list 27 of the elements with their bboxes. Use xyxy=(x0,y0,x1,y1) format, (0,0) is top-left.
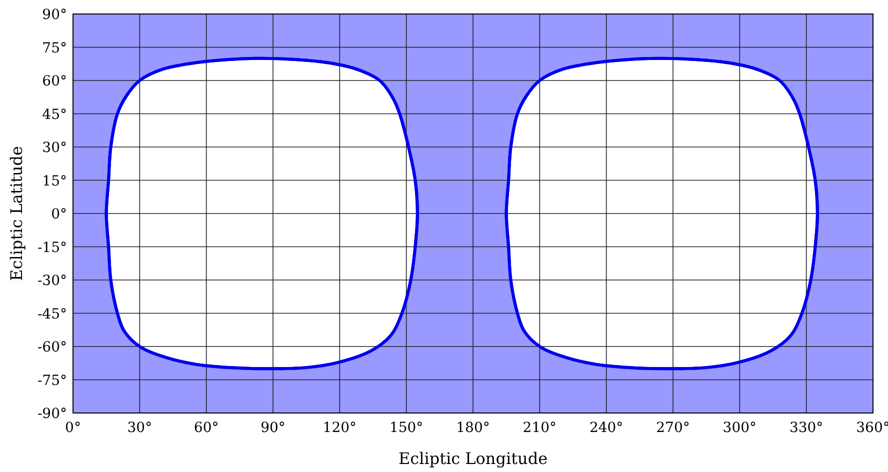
y-tick-label: 90° xyxy=(42,7,67,23)
x-tick-label: 0° xyxy=(65,420,81,436)
y-tick-label: 75° xyxy=(42,40,67,56)
y-tick-label: -45° xyxy=(37,306,67,322)
x-tick-label: 270° xyxy=(656,420,690,436)
x-tick-label: 30° xyxy=(127,420,152,436)
x-axis-title: Ecliptic Longitude xyxy=(398,449,548,468)
y-tick-label: 60° xyxy=(42,74,67,90)
y-tick-label: 45° xyxy=(42,106,67,123)
x-tick-label: 60° xyxy=(194,420,219,436)
y-tick-label: -60° xyxy=(37,340,67,356)
y-tick-label: -90° xyxy=(37,406,67,422)
x-tick-label: 150° xyxy=(389,420,424,436)
y-tick-label: 15° xyxy=(42,173,67,190)
x-tick-label: 180° xyxy=(456,420,490,436)
x-tick-label: 90° xyxy=(260,420,286,436)
y-axis-title: Ecliptic Latitude xyxy=(7,146,26,281)
y-tick-label: 30° xyxy=(42,140,67,156)
x-tick-label: 330° xyxy=(789,420,824,436)
y-tick-label: 0° xyxy=(51,206,67,222)
y-tick-label: -30° xyxy=(37,273,67,289)
x-tick-label: 210° xyxy=(522,420,557,436)
x-tick-label: 240° xyxy=(589,420,624,436)
y-tick-label: -15° xyxy=(37,240,67,256)
x-tick-label: 300° xyxy=(722,420,757,436)
x-tick-label: 120° xyxy=(322,420,357,436)
y-tick-label: -75° xyxy=(37,372,67,389)
